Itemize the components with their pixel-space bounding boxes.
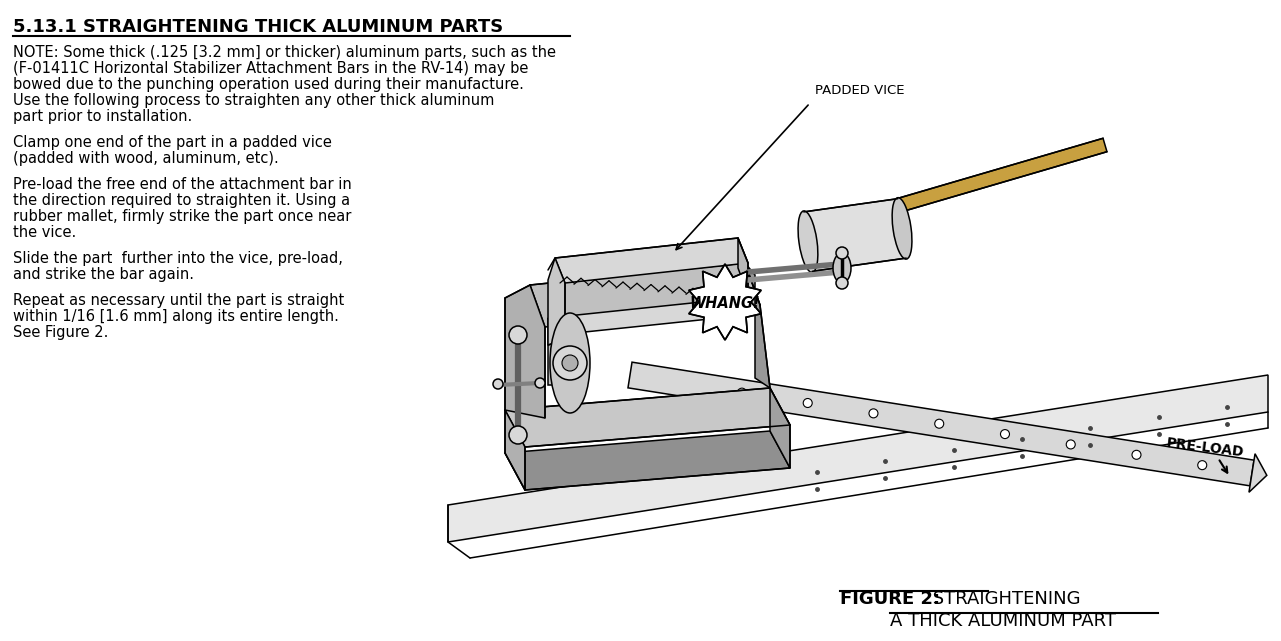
Polygon shape: [505, 285, 544, 418]
Circle shape: [509, 426, 526, 444]
Text: Repeat as necessary until the part is straight: Repeat as necessary until the part is st…: [13, 293, 345, 308]
Circle shape: [836, 247, 848, 259]
Polygon shape: [770, 388, 790, 468]
Text: A THICK ALUMINUM PART: A THICK ALUMINUM PART: [890, 612, 1116, 630]
Polygon shape: [1249, 454, 1267, 492]
Text: (padded with wood, aluminum, etc).: (padded with wood, aluminum, etc).: [13, 151, 279, 166]
Ellipse shape: [833, 253, 851, 283]
Circle shape: [738, 388, 747, 397]
Text: See Figure 2.: See Figure 2.: [13, 325, 109, 340]
Polygon shape: [548, 318, 556, 385]
Circle shape: [1132, 450, 1141, 460]
Text: Clamp one end of the part in a padded vice: Clamp one end of the part in a padded vi…: [13, 135, 332, 150]
Text: (F-01411C Horizontal Stabilizer Attachment Bars in the RV-14) may be: (F-01411C Horizontal Stabilizer Attachme…: [13, 61, 528, 76]
Text: Pre-load the free end of the attachment bar in: Pre-load the free end of the attachment …: [13, 177, 352, 192]
Text: 5.13.1 STRAIGHTENING THICK ALUMINUM PARTS: 5.13.1 STRAIGHTENING THICK ALUMINUM PART…: [13, 18, 503, 36]
Text: part prior to installation.: part prior to installation.: [13, 109, 192, 124]
Polygon shape: [555, 238, 748, 283]
Text: within 1/16 [1.6 mm] along its entire length.: within 1/16 [1.6 mm] along its entire le…: [13, 309, 339, 324]
Circle shape: [493, 379, 503, 389]
Ellipse shape: [798, 211, 817, 272]
Ellipse shape: [892, 197, 912, 259]
Circle shape: [935, 419, 944, 428]
Circle shape: [1000, 429, 1009, 438]
Polygon shape: [738, 238, 748, 295]
Polygon shape: [505, 431, 790, 490]
Circle shape: [562, 355, 578, 371]
Polygon shape: [803, 199, 906, 271]
Ellipse shape: [550, 313, 591, 413]
Polygon shape: [898, 138, 1107, 212]
Text: PRE-LOAD: PRE-LOAD: [1166, 437, 1245, 460]
Circle shape: [535, 378, 544, 388]
Circle shape: [803, 399, 812, 408]
Text: Use the following process to straighten any other thick aluminum: Use the following process to straighten …: [13, 93, 494, 108]
Polygon shape: [530, 263, 760, 327]
Text: WHANG!: WHANG!: [689, 296, 761, 310]
Polygon shape: [505, 388, 790, 447]
Text: bowed due to the punching operation used during their manufacture.: bowed due to the punching operation used…: [13, 77, 524, 92]
Text: STRAIGHTENING: STRAIGHTENING: [927, 590, 1080, 608]
Polygon shape: [628, 362, 1254, 486]
Text: Slide the part  further into the vice, pre-load,: Slide the part further into the vice, pr…: [13, 251, 343, 266]
Text: rubber mallet, firmly strike the part once near: rubber mallet, firmly strike the part on…: [13, 209, 351, 224]
Polygon shape: [746, 263, 770, 388]
Polygon shape: [548, 258, 565, 345]
Polygon shape: [448, 375, 1268, 542]
Circle shape: [869, 409, 877, 418]
Circle shape: [553, 346, 587, 380]
Circle shape: [1066, 440, 1075, 449]
Circle shape: [836, 277, 848, 289]
Text: FIGURE 2:: FIGURE 2:: [840, 590, 940, 608]
Circle shape: [509, 326, 526, 344]
Text: NOTE: Some thick (.125 [3.2 mm] or thicker) aluminum parts, such as the: NOTE: Some thick (.125 [3.2 mm] or thick…: [13, 45, 556, 60]
Text: and strike the bar again.: and strike the bar again.: [13, 267, 193, 282]
Text: the vice.: the vice.: [13, 225, 77, 240]
Circle shape: [1198, 461, 1207, 470]
Polygon shape: [505, 410, 525, 490]
Polygon shape: [689, 264, 761, 340]
Text: the direction required to straighten it. Using a: the direction required to straighten it.…: [13, 193, 350, 208]
Text: PADDED VICE: PADDED VICE: [815, 84, 904, 97]
Polygon shape: [548, 298, 748, 335]
